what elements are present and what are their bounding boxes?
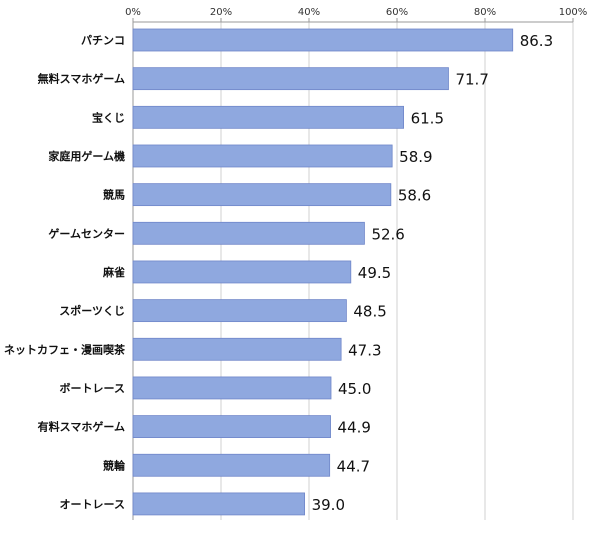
category-label: 家庭用ゲーム機 — [48, 149, 125, 163]
value-label: 86.3 — [520, 32, 553, 50]
value-label: 61.5 — [411, 109, 444, 127]
value-label: 47.3 — [348, 341, 381, 359]
bar — [132, 105, 405, 129]
category-label: 競輪 — [103, 458, 126, 472]
value-label: 49.5 — [358, 264, 391, 282]
value-label: 48.5 — [353, 303, 386, 321]
category-label: ネットカフェ・漫画喫茶 — [4, 342, 126, 356]
category-label: ボートレース — [60, 381, 125, 395]
category-label: スポーツくじ — [59, 304, 125, 318]
x-tick-label: 80% — [474, 7, 496, 18]
x-tick-label: 20% — [210, 7, 232, 18]
category-label: 麻雀 — [102, 265, 125, 279]
bar — [132, 144, 393, 168]
x-tick-label: 60% — [386, 7, 408, 18]
category-label: パチンコ — [81, 34, 125, 47]
bar — [132, 453, 331, 477]
bar — [132, 299, 347, 323]
value-label: 58.6 — [398, 187, 431, 205]
value-label: 45.0 — [338, 380, 371, 398]
x-tick-label: 0% — [125, 7, 141, 18]
value-label: 39.0 — [312, 496, 345, 514]
bar — [132, 260, 352, 284]
bar — [132, 376, 332, 400]
x-tick-label: 40% — [298, 7, 320, 18]
value-label: 71.7 — [455, 71, 488, 89]
category-label: 宝くじ — [92, 110, 125, 124]
category-label: 有料スマホゲーム — [38, 420, 125, 434]
x-tick-label: 100% — [559, 7, 588, 18]
bar — [132, 415, 331, 439]
category-label: 無料スマホゲーム — [38, 72, 125, 86]
bar — [132, 28, 514, 52]
value-label: 44.9 — [338, 419, 371, 437]
category-label: オートレース — [60, 498, 125, 511]
category-label: ゲームセンター — [48, 226, 125, 240]
bar — [132, 337, 342, 361]
bar — [132, 183, 392, 207]
bar — [132, 221, 365, 245]
bar — [132, 67, 449, 91]
bar — [132, 492, 306, 516]
value-label: 58.9 — [399, 148, 432, 166]
category-label: 競馬 — [103, 188, 125, 202]
value-label: 44.7 — [337, 457, 370, 475]
value-label: 52.6 — [371, 225, 404, 243]
